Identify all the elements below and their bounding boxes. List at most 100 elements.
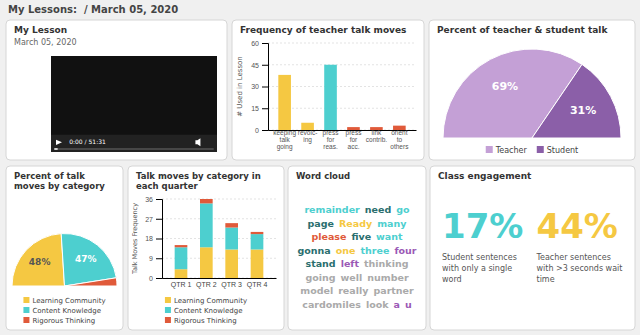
word: going [305,272,335,283]
grid-line [162,218,276,219]
legend-swatch [537,146,544,153]
volume-icon [195,138,200,146]
text-line: word [442,275,462,284]
x-axis: keepingtalkgoingrevoic-ingpressforreas.p… [269,129,417,151]
background [0,0,640,335]
card: Talk moves by category ineach quarter QTR… [128,166,284,330]
word: four [394,245,416,256]
tick: 36 [145,196,162,203]
text-line: contrib. [366,136,388,143]
text-line: time [537,275,555,284]
text-line: Class engagement [438,171,532,181]
bars [278,65,405,130]
pie-slice [65,278,118,286]
tick-label: pressforacc. [346,129,363,150]
text-line: orient [391,129,407,136]
word: remainder [304,204,360,215]
legend-item: Content Knowledge [23,307,101,315]
legend-item: Content Knowledge [165,307,243,315]
text-line: Frequency of teacher talk moves [240,25,406,35]
tick: 0 [149,275,162,282]
legend-swatch [165,297,171,303]
tick-label: revoic-ing [298,129,318,144]
bar [200,199,213,203]
pie-slice [61,234,116,286]
bar [175,269,188,278]
tick-label: 9 [149,255,153,262]
word: need [365,204,391,215]
text-line: going [277,143,293,151]
pie: 69%31% [443,49,621,138]
grid-line [162,199,276,200]
data-label: 48% [29,257,51,267]
card-background [232,20,424,160]
tick: QTR 2 [196,278,217,289]
text-line: with >3 seconds wait [537,264,623,273]
text-line: for [327,136,335,143]
bar [175,247,188,269]
tick: pressforacc. [346,129,363,150]
stat-description: Student sentenceswith only a singleword [442,253,517,284]
legend: Teacher Student [486,146,579,155]
legend-item: Student [537,146,579,155]
legend-label: Student [547,146,579,155]
text-line: ing [303,136,312,144]
text-line: Teacher sentences [536,253,611,262]
legend-item: Learning Community [165,297,247,305]
text-line: Talk moves by category in [136,171,261,181]
legend-label: Rigorous Thinking [174,317,237,325]
video-player: 0:00 / 51:31 [51,56,217,152]
legend-label: Learning Community [32,297,105,305]
word: left [341,258,360,269]
tick-mark [262,130,268,131]
word: a [394,299,400,310]
word: one [336,245,356,256]
legend-swatch [165,317,171,323]
card: Frequency of teacher talk moveskeepingta… [232,20,424,160]
bar [225,249,238,278]
bar [251,234,264,249]
tick: 30 [251,83,268,90]
plot: QTR 1QTR 2QTR 3QTR 409182736Talk Moves F… [131,196,277,289]
tick-mark [156,278,162,279]
legend-swatch [486,146,493,153]
x-axis: QTR 1QTR 2QTR 3QTR 4 [163,278,277,289]
dashboard: My Lessons: / March 05, 2020My LessonMar… [0,0,640,335]
data-label: 69% [492,80,518,93]
stat-value: 44% [537,206,618,246]
text-line: revoic- [298,129,318,136]
grid-line [268,43,416,44]
legend-item: Teacher [486,146,528,155]
bars [175,199,264,278]
card-title: Percent of teacher & student talk [437,25,608,35]
bar [175,245,188,247]
word: five [351,231,371,242]
tick: QTR 1 [171,278,192,289]
series [175,203,264,269]
card-background [288,166,426,330]
tick-label: 30 [251,83,259,90]
plot: keepingtalkgoingrevoic-ingpressforreas.p… [236,40,417,151]
word: number [367,272,409,283]
word: really [338,285,369,296]
tick: 0 [255,127,268,134]
tick-label: orienttoothers [390,129,409,150]
play-icon [56,140,62,145]
card-background [429,20,635,160]
text-line: each quarter [136,181,198,191]
card-title: Talk moves by category ineach quarter [136,171,261,191]
word: page [308,218,334,229]
progress-track [54,148,213,150]
tick-label: QTR 2 [196,281,217,289]
text-line: Student sentences [442,253,517,262]
card-title: Word cloud [296,171,350,181]
text-line: acc. [348,143,360,150]
bar [200,247,213,278]
card-title: Class engagement [438,171,532,181]
pie-slice [12,234,65,286]
tick-label: linkcontrib. [366,129,388,143]
legend-swatch [23,297,29,303]
y-axis: 09182736 [145,196,162,282]
tick: pressforreas. [323,129,340,150]
tick-label: 60 [251,40,259,47]
